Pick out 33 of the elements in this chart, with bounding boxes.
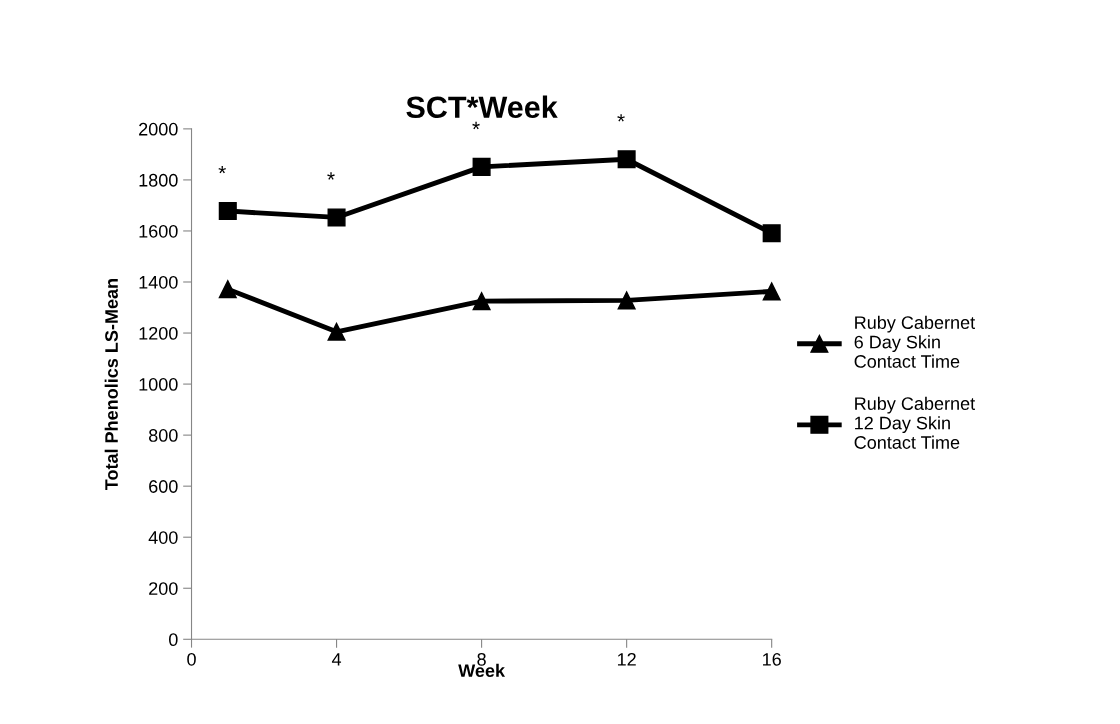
point [327, 322, 346, 341]
y-tick-label: 1000 [139, 378, 178, 391]
y-tick-label: 400 [148, 531, 178, 544]
point [762, 282, 781, 301]
y-tick-label: 1800 [139, 173, 178, 187]
point [472, 292, 491, 311]
x-tick-label: 0 [187, 652, 196, 666]
x-tick-label: 12 [617, 652, 636, 666]
point [762, 224, 781, 243]
annotation: * [327, 172, 335, 180]
annotation: * [472, 121, 480, 130]
point [327, 208, 346, 227]
y-tick-label: 600 [149, 480, 178, 493]
annotation: * [617, 114, 625, 122]
legend-label: Ruby Cabernet 12 Day Skin Contact Time [854, 396, 976, 449]
point [218, 280, 237, 299]
chart-title: SCT*Week [406, 95, 558, 119]
y-tick-label: 1600 [139, 224, 178, 238]
legend-label: Ruby Cabernet 6 Day Skin Contact Time [854, 315, 976, 368]
y-tick-label: 200 [149, 582, 178, 595]
y-tick-label: 2000 [139, 122, 178, 136]
point [617, 291, 636, 310]
x-tick-label: 4 [331, 653, 342, 666]
point [472, 157, 491, 176]
y-tick-label: 1400 [139, 275, 178, 289]
y-tick-label: 800 [148, 429, 178, 442]
point [617, 150, 636, 169]
y-axis-title: Total Phenolics LS-Mean [104, 279, 118, 491]
y-tick-label: 0 [168, 633, 178, 647]
point [218, 202, 237, 221]
annotation: * [218, 165, 226, 174]
x-tick-label: 16 [763, 652, 781, 666]
y-tick-label: 1200 [139, 326, 178, 340]
